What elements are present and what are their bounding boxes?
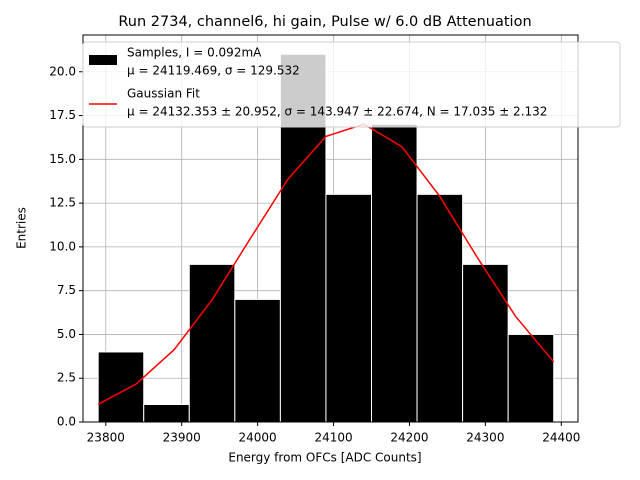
y-tick-label: 0.0 — [57, 415, 76, 429]
y-tick-label: 5.0 — [57, 327, 76, 341]
histogram-bar — [97, 351, 145, 423]
histogram-bar — [370, 123, 418, 423]
x-tick-label: 23900 — [163, 431, 201, 445]
histogram-bar — [325, 193, 372, 423]
plot-frame — [82, 34, 579, 423]
x-tick-label: 24400 — [542, 431, 580, 445]
y-tick-label: 17.5 — [49, 108, 76, 122]
y-tick-label: 12.5 — [49, 196, 76, 210]
histogram-bar — [234, 298, 281, 423]
y-tick-label: 7.5 — [57, 283, 76, 297]
y-tick-label: 20.0 — [49, 64, 76, 78]
histogram-bar — [462, 263, 509, 423]
y-tick-label: 10.0 — [49, 239, 76, 253]
x-tick-label: 24100 — [314, 431, 352, 445]
x-tick-label: 24300 — [466, 431, 504, 445]
y-tick-label: 2.5 — [57, 371, 76, 385]
y-axis-label: Entries — [15, 207, 29, 249]
legend-detail: μ = 24119.469, σ = 129.532 — [127, 64, 300, 78]
legend-detail: μ = 24132.353 ± 20.952, σ = 143.947 ± 22… — [127, 105, 547, 119]
legend-label: Gaussian Fit — [127, 87, 200, 101]
x-axis-label: Energy from OFCs [ADC Counts] — [228, 451, 421, 465]
x-tick-label: 23800 — [87, 431, 125, 445]
chart-title: Run 2734, channel6, hi gain, Pulse w/ 6.… — [118, 14, 531, 30]
x-tick-label: 24000 — [239, 431, 277, 445]
histogram-bar — [507, 333, 555, 423]
fit-line — [97, 123, 555, 405]
histogram-bar — [143, 403, 190, 423]
x-tick-label: 24200 — [390, 431, 428, 445]
legend-box — [82, 41, 621, 128]
histogram-bar — [188, 263, 236, 423]
y-tick-label: 15.0 — [49, 152, 76, 166]
legend-label: Samples, I = 0.092mA — [127, 46, 262, 60]
histogram-bar — [416, 193, 464, 423]
legend-swatch — [89, 55, 117, 65]
